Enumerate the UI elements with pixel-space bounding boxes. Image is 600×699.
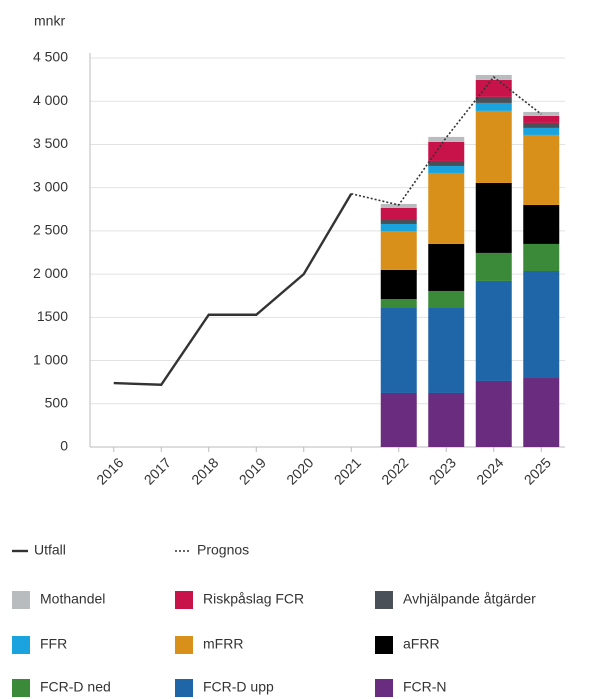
bar-segment [475, 110, 512, 183]
x-tick-label: 2023 [426, 454, 459, 487]
y-tick-label: 3 000 [33, 178, 68, 194]
bar-segment [475, 380, 512, 447]
y-tick-label: 1 000 [33, 351, 68, 367]
y-tick-label: 3 500 [33, 135, 68, 151]
bar-segment [475, 252, 512, 281]
legend-label: FCR-D upp [203, 679, 274, 695]
legend-swatch [12, 679, 30, 697]
legend-swatch [375, 591, 393, 609]
legend-swatch [175, 591, 193, 609]
bar-segment [475, 182, 512, 253]
legend-label: Prognos [197, 542, 249, 558]
bar-segment [428, 172, 465, 244]
bar-segment [380, 307, 417, 393]
bar-segment [475, 280, 512, 381]
bar-segment [523, 243, 560, 271]
bar-segment [523, 204, 560, 244]
bar-segment [380, 207, 417, 220]
bar-segment [523, 122, 560, 128]
legend-swatch [175, 636, 193, 654]
x-tick-label: 2018 [188, 454, 221, 487]
y-tick-label: 4 500 [33, 49, 68, 65]
x-tick-label: 2016 [93, 454, 126, 487]
bar-segment [523, 134, 560, 205]
legend-label: FCR-D ned [40, 679, 111, 695]
legend-label: FCR-N [403, 679, 447, 695]
bar-segment [475, 79, 512, 97]
line [113, 193, 353, 386]
bar-segment [380, 392, 417, 447]
bar-segment [523, 378, 560, 447]
y-tick-label: 1500 [37, 308, 68, 324]
legend-swatch [375, 679, 393, 697]
bar-segment [428, 165, 465, 173]
legend-label: Riskpåslag FCR [203, 591, 304, 607]
bar-segment [428, 392, 465, 447]
y-tick-label: 4 000 [33, 92, 68, 108]
x-tick-label: 2017 [141, 454, 174, 487]
bar-segment [428, 243, 465, 291]
x-tick-label: 2021 [331, 454, 364, 487]
x-tick-label: 2022 [378, 454, 411, 487]
legend-label: Mothandel [40, 591, 105, 607]
legend-swatch [175, 679, 193, 697]
bar-segment [380, 299, 417, 308]
y-tick-label: 500 [45, 394, 69, 410]
legend-label: Avhjälpande åtgärder [403, 591, 536, 607]
bar-segment [380, 219, 417, 224]
bar-segment [523, 127, 560, 135]
legend-label: mFRR [203, 636, 243, 652]
bar-segment [475, 96, 512, 103]
bar-segment [428, 307, 465, 393]
x-tick-label: 2020 [283, 454, 316, 487]
bar-segment [428, 141, 465, 161]
x-tick-label: 2024 [473, 454, 506, 487]
legend-label: FFR [40, 636, 67, 652]
y-tick-label: 0 [60, 438, 68, 454]
bar-segment [428, 160, 465, 166]
x-tick-label: 2019 [236, 454, 269, 487]
bar-segment [428, 290, 465, 308]
x-tick-label: 2025 [521, 454, 554, 487]
bar-segment [523, 270, 560, 379]
bar-segment [523, 115, 560, 123]
bar-segment [380, 203, 417, 208]
bar-segment [380, 269, 417, 300]
legend-label: Utfall [34, 542, 66, 558]
y-axis-label: mnkr [34, 13, 65, 29]
legend-label: aFRR [403, 636, 440, 652]
legend-swatch [375, 636, 393, 654]
legend-swatch [12, 636, 30, 654]
legend-swatch [12, 591, 30, 609]
y-tick-label: 2 500 [33, 222, 68, 238]
bar-segment [380, 223, 417, 231]
line [351, 75, 542, 206]
bar-segment [428, 136, 465, 142]
bar-segment [475, 102, 512, 111]
bar-segment [380, 230, 417, 270]
y-tick-label: 2 000 [33, 265, 68, 281]
